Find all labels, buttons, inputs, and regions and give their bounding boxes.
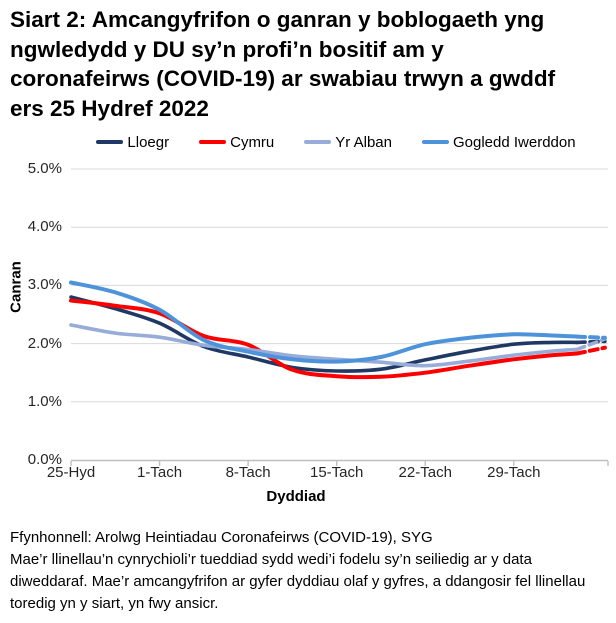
footer-note-line: Mae’r llinellau’n cynrychioli’r tueddiad…	[10, 551, 532, 568]
x-tick-label: 29-Tach	[487, 464, 541, 481]
footer-note-line: diweddaraf. Mae’r amcangyfrifon ar gyfer…	[10, 573, 586, 590]
legend-label: Lloegr	[127, 133, 170, 151]
legend-label: Yr Alban	[335, 133, 392, 151]
legend-swatch-icon	[199, 140, 227, 144]
x-tick-label: 25-Hyd	[46, 464, 96, 481]
legend-label: Cymru	[230, 133, 275, 151]
series-line-dashed	[575, 339, 607, 345]
legend-swatch-icon	[422, 140, 449, 144]
y-tick-label: 1.0%	[27, 392, 62, 410]
chart-title-line: ngwledydd y DU sy’n profi’n bositif am y	[10, 36, 444, 62]
series-line-dashed	[575, 345, 607, 356]
y-tick-label: 0.0%	[27, 451, 62, 468]
chart-title: Siart 2: Amcangyfrifon o ganran y boblog…	[10, 5, 616, 123]
x-tick-label: 1-Tach	[137, 464, 183, 481]
series-line-solid	[69, 298, 580, 380]
series-line-solid	[69, 323, 579, 368]
x-axis-title: Dyddiad	[266, 488, 326, 505]
y-axis-title: Canran	[7, 261, 25, 313]
footer-note: Mae’r llinellau’n cynrychioli’r tueddiad…	[10, 549, 616, 615]
y-tick-label: 2.0%	[27, 334, 62, 352]
legend: Lloegr Cymru Yr Alban Gogledd Iwerddon	[66, 133, 606, 151]
footer-notes: Ffynhonnell: Arolwg Heintiadau Coronafei…	[10, 527, 616, 615]
legend-item: Lloegr	[96, 134, 169, 151]
footer-source: Ffynhonnell: Arolwg Heintiadau Coronafei…	[10, 529, 433, 546]
legend-swatch-icon	[96, 140, 124, 144]
chart-title-line: Siart 2: Amcangyfrifon o ganran y boblog…	[10, 7, 545, 32]
legend-item: Gogledd Iwerddon	[422, 134, 576, 151]
x-tick-label: 22-Tach	[398, 464, 452, 481]
legend-item: Cymru	[199, 134, 274, 151]
series-line-dashed	[575, 334, 607, 340]
legend-swatch-icon	[304, 140, 332, 144]
chart-title-line: coronafeirws (COVID-19) ar swabiau trwyn…	[10, 66, 556, 91]
y-tick-label: 5.0%	[27, 160, 62, 177]
chart-title-line: ers 25 Hydref 2022	[10, 95, 209, 121]
series-line-solid	[69, 295, 579, 373]
series-line-solid	[69, 280, 580, 364]
series-line-dashed	[575, 337, 607, 352]
y-tick-label: 4.0%	[27, 218, 62, 236]
x-tick-label: 15-Tach	[309, 464, 364, 481]
legend-label: Gogledd Iwerddon	[453, 133, 576, 151]
footer-note-line: toredig yn y siart, yn fwy ansicr.	[10, 595, 219, 612]
x-tick-label: 8-Tach	[225, 464, 271, 481]
legend-item: Yr Alban	[304, 134, 392, 151]
y-tick-label: 3.0%	[27, 276, 62, 294]
